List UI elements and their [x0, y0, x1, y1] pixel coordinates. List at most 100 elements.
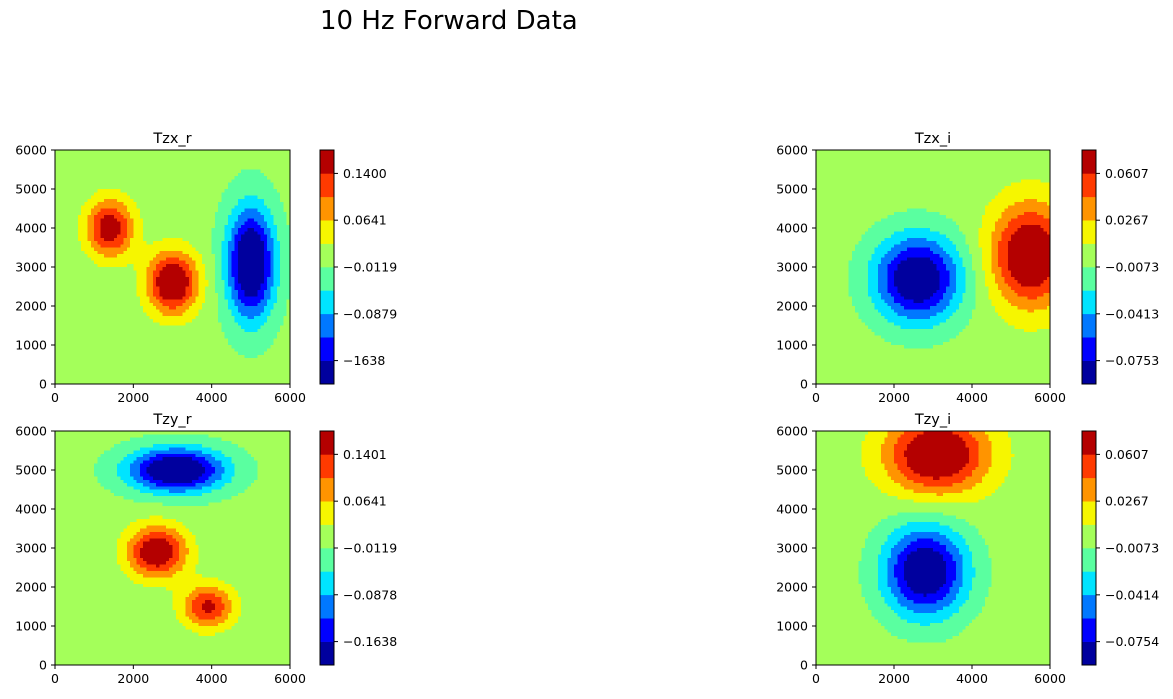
colorbar-tick-label-tzy-r: −0.0119: [343, 541, 397, 556]
colorbar-tick-label-tzx-r: −1638: [343, 353, 385, 368]
colorbar-tick-label-tzx-i: 0.0267: [1105, 213, 1149, 228]
x-tick-label-tzx-r: 4000: [196, 390, 228, 405]
colorbar-tick-label-tzy-r: −0.1638: [343, 634, 397, 649]
x-tick-label-tzy-r: 2000: [117, 671, 149, 686]
panel-tzy-i: Tzy_i 0 2000 4000 6000 0 1000 2000 3000 4000 5000 6…: [776, 412, 1159, 686]
colorbar-tick-label-tzx-i: −0.0753: [1105, 353, 1159, 368]
colorbar-segment-tzx-i: [1082, 220, 1096, 244]
y-tick-label-tzx-r: 3000: [15, 260, 47, 275]
colorbar-segment-tzx-i: [1082, 243, 1096, 268]
colorbar-segment-tzy-r: [320, 641, 334, 666]
y-tick-label-tzx-r: 5000: [15, 182, 47, 197]
colorbar-segment-tzx-i: [1082, 150, 1096, 174]
x-tick-label-tzx-i: 0: [812, 390, 820, 405]
colorbar-tick-label-tzy-i: 0.0267: [1105, 494, 1149, 509]
colorbar-segment-tzy-i: [1082, 594, 1096, 619]
colorbar-segment-tzy-i: [1082, 501, 1096, 525]
figure-title: 10 Hz Forward Data: [320, 6, 578, 36]
colorbar-segment-tzx-r: [320, 150, 334, 174]
colorbar-segment-tzx-r: [320, 360, 334, 385]
colorbar-segment-tzx-r: [320, 313, 334, 338]
colorbar-segment-tzx-r: [320, 196, 334, 221]
colorbar-segment-tzy-r: [320, 548, 334, 572]
y-tick-label-tzx-r: 4000: [15, 221, 47, 236]
panel-tzx-r: Tzx_r 0 2000 4000 6000 0 1000 2000 3000 4000 5000 6…: [15, 131, 397, 405]
colorbar-segment-tzx-i: [1082, 173, 1096, 198]
colorbar-segment-tzx-r: [320, 337, 334, 361]
colorbar-tick-label-tzx-r: 0.0641: [343, 213, 387, 228]
colorbar-segment-tzy-i: [1082, 641, 1096, 666]
colorbar-segment-tzy-i: [1082, 477, 1096, 502]
colorbar-tick-label-tzy-r: −0.0878: [343, 587, 397, 602]
colorbar-segment-tzx-r: [320, 220, 334, 244]
y-tick-label-tzy-i: 5000: [776, 463, 808, 478]
colorbar-segment-tzy-r: [320, 618, 334, 642]
colorbar-segment-tzy-i: [1082, 548, 1096, 572]
colorbar-tzy-i: 0.0607 0.0267 −0.0073 −0.0414 −0.0754: [1081, 430, 1159, 666]
colorbar-segment-tzy-r: [320, 524, 334, 549]
colorbar-segment-tzx-r: [320, 290, 334, 315]
contour-field-tzx-i: [816, 150, 1051, 385]
y-tick-label-tzx-r: 6000: [15, 143, 47, 158]
colorbar-tick-label-tzx-i: −0.0413: [1105, 306, 1159, 321]
panel-title-tzy-r: Tzy_r: [152, 412, 191, 428]
colorbar-tick-label-tzy-i: 0.0607: [1105, 447, 1149, 462]
y-tick-label-tzy-i: 0: [800, 658, 808, 673]
colorbar-segment-tzx-i: [1082, 360, 1096, 385]
panel-tzy-r: Tzy_r 0 2000 4000 6000 0 1000 2000 3000 4000 5000 6…: [15, 412, 397, 686]
y-tick-label-tzx-i: 5000: [776, 182, 808, 197]
y-tick-label-tzx-r: 2000: [15, 299, 47, 314]
y-tick-label-tzx-i: 2000: [776, 299, 808, 314]
y-tick-label-tzy-r: 4000: [15, 502, 47, 517]
colorbar-tick-label-tzy-i: −0.0754: [1105, 634, 1159, 649]
colorbar-tick-label-tzx-r: −0.0879: [343, 306, 397, 321]
colorbar-segment-tzy-r: [320, 477, 334, 502]
y-tick-label-tzy-r: 0: [39, 658, 47, 673]
colorbar-segment-tzx-i: [1082, 290, 1096, 315]
x-tick-label-tzx-r: 2000: [117, 390, 149, 405]
colorbar-segment-tzx-i: [1082, 196, 1096, 221]
colorbar-segment-tzy-i: [1082, 431, 1096, 455]
colorbar-tick-label-tzx-i: 0.0607: [1105, 166, 1149, 181]
y-tick-label-tzx-i: 4000: [776, 221, 808, 236]
x-tick-label-tzx-r: 6000: [274, 390, 306, 405]
y-tick-label-tzy-r: 5000: [15, 463, 47, 478]
x-tick-label-tzy-r: 0: [51, 671, 59, 686]
colorbar-segment-tzx-r: [320, 243, 334, 268]
x-tick-label-tzx-i: 4000: [956, 390, 988, 405]
colorbar-tick-label-tzy-r: 0.1401: [343, 447, 387, 462]
colorbar-segment-tzy-i: [1082, 571, 1096, 596]
contour-field-tzy-r: [55, 431, 291, 666]
colorbar-segment-tzy-r: [320, 501, 334, 525]
panel-title-tzx-i: Tzx_i: [914, 131, 951, 147]
colorbar-segment-tzy-i: [1082, 524, 1096, 549]
colorbar-segment-tzy-r: [320, 594, 334, 619]
y-tick-label-tzx-r: 0: [39, 377, 47, 392]
colorbar-segment-tzy-r: [320, 571, 334, 596]
x-tick-label-tzy-r: 4000: [196, 671, 228, 686]
colorbar-segment-tzy-i: [1082, 618, 1096, 642]
colorbar-segment-tzx-i: [1082, 267, 1096, 291]
colorbar-tick-label-tzy-r: 0.0641: [343, 494, 387, 509]
colorbar-tick-label-tzx-r: −0.0119: [343, 260, 397, 275]
x-tick-label-tzy-i: 6000: [1034, 671, 1066, 686]
colorbar-segment-tzx-i: [1082, 337, 1096, 361]
contour-field-tzx-r: [55, 150, 291, 385]
y-tick-label-tzy-i: 6000: [776, 424, 808, 439]
colorbar-tick-label-tzx-i: −0.0073: [1105, 260, 1159, 275]
y-tick-label-tzx-r: 1000: [15, 338, 47, 353]
colorbar-tzx-r: 0.1400 0.0641 −0.0119 −0.0879 −1638: [319, 149, 397, 385]
colorbar-tick-label-tzy-i: −0.0414: [1105, 587, 1159, 602]
y-tick-label-tzy-i: 4000: [776, 502, 808, 517]
colorbar-segment-tzx-r: [320, 267, 334, 291]
y-tick-label-tzy-r: 1000: [15, 619, 47, 634]
y-tick-label-tzx-i: 3000: [776, 260, 808, 275]
colorbar-segment-tzy-i: [1082, 454, 1096, 479]
y-tick-label-tzy-i: 2000: [776, 580, 808, 595]
y-tick-label-tzx-i: 6000: [776, 143, 808, 158]
x-tick-label-tzy-r: 6000: [274, 671, 306, 686]
y-tick-label-tzx-i: 0: [800, 377, 808, 392]
x-tick-label-tzy-i: 0: [812, 671, 820, 686]
panel-title-tzy-i: Tzy_i: [914, 412, 951, 428]
y-tick-label-tzy-r: 2000: [15, 580, 47, 595]
